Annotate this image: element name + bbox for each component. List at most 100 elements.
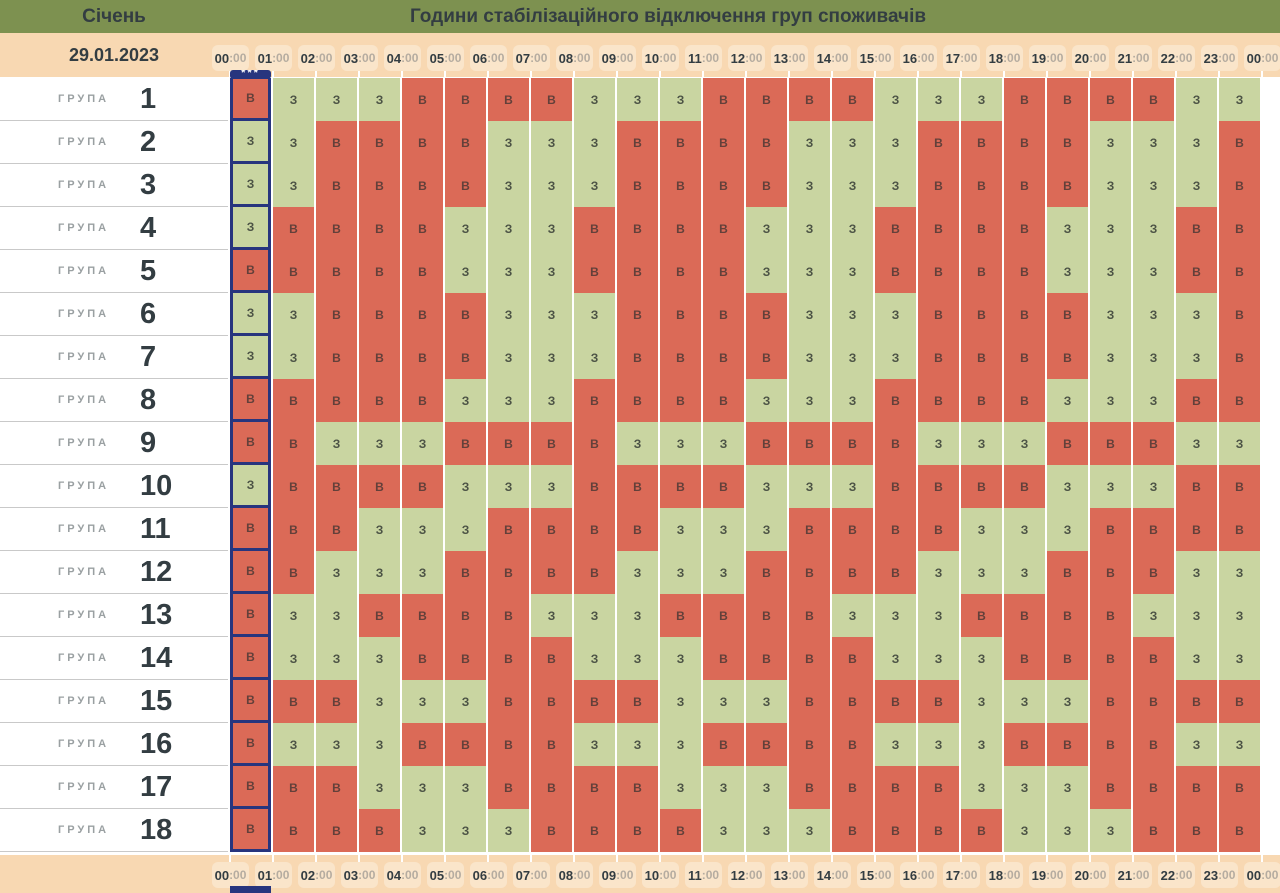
schedule-cell: З — [445, 766, 486, 809]
schedule-cell: В — [918, 379, 959, 422]
schedule-cell: З — [961, 78, 1002, 121]
group-number: 14 — [140, 641, 173, 674]
group-word: ГРУПА — [58, 179, 110, 191]
group-row: ГРУПА 5 — [0, 250, 228, 293]
axis-tick — [487, 855, 489, 864]
schedule-cell: В — [488, 766, 529, 809]
schedule-cell: З — [746, 207, 787, 250]
time-chip-hour: 11 — [687, 50, 702, 66]
schedule-cell: В — [1219, 250, 1260, 293]
schedule-cell: В — [402, 336, 443, 379]
schedule-cell: З — [316, 551, 357, 594]
schedule-cell: В — [1219, 207, 1260, 250]
schedule-cell: В — [531, 766, 572, 809]
group-word: ГРУПА — [58, 824, 110, 836]
schedule-cell: З — [918, 723, 959, 766]
schedule-cell: В — [660, 594, 701, 637]
time-chip: 18:00 — [986, 862, 1023, 888]
schedule-cell: В — [1047, 121, 1088, 164]
schedule-cell: В — [918, 809, 959, 852]
schedule-cell: З — [574, 164, 615, 207]
axis-tick — [315, 855, 317, 864]
schedule-cell: В — [230, 508, 271, 551]
time-chip-minutes: :00 — [960, 51, 978, 65]
time-chip-hour: 07 — [515, 867, 531, 883]
time-chip: 01:00 — [255, 862, 292, 888]
schedule-cell: З — [359, 723, 400, 766]
schedule-cell: З — [402, 551, 443, 594]
time-chip: 02:00 — [298, 45, 335, 71]
time-chip: 05:00 — [427, 45, 464, 71]
time-chip-hour: 20 — [1074, 867, 1090, 883]
schedule-cell: З — [445, 250, 486, 293]
schedule-cell: З — [1133, 379, 1174, 422]
schedule-cell: З — [359, 551, 400, 594]
group-word: ГРУПА — [58, 394, 110, 406]
schedule-cell: В — [1090, 680, 1131, 723]
schedule-cell: В — [1047, 164, 1088, 207]
time-chip: 08:00 — [556, 45, 593, 71]
schedule-cell: З — [316, 78, 357, 121]
schedule-cell: В — [574, 766, 615, 809]
schedule-cell: В — [1004, 78, 1045, 121]
schedule-cell: В — [832, 809, 873, 852]
schedule-cell: З — [875, 121, 916, 164]
schedule-cell: В — [1047, 723, 1088, 766]
schedule-cell: В — [531, 78, 572, 121]
schedule-cell: З — [1047, 680, 1088, 723]
schedule-cell: В — [273, 766, 314, 809]
schedule-cell: В — [230, 379, 271, 422]
schedule-cell: В — [617, 164, 658, 207]
schedule-cell: В — [531, 809, 572, 852]
schedule-cell: В — [789, 78, 830, 121]
schedule-cell: З — [488, 465, 529, 508]
schedule-cell: В — [1047, 293, 1088, 336]
axis-tick — [530, 855, 532, 864]
schedule-cell: В — [1176, 766, 1217, 809]
time-chip: 08:00 — [556, 862, 593, 888]
schedule-cell: В — [918, 336, 959, 379]
schedule-cell: З — [445, 809, 486, 852]
time-chip-minutes: :00 — [745, 51, 763, 65]
schedule-cell: В — [617, 465, 658, 508]
schedule-cell: В — [445, 551, 486, 594]
schedule-cell: В — [316, 164, 357, 207]
time-chip-minutes: :00 — [874, 868, 892, 882]
schedule-cell: В — [230, 723, 271, 766]
schedule-cell: З — [1176, 422, 1217, 465]
time-chip-minutes: :00 — [229, 868, 247, 882]
schedule-cell: В — [1004, 379, 1045, 422]
schedule-cell: В — [617, 207, 658, 250]
schedule-cell: В — [531, 680, 572, 723]
schedule-cell: В — [875, 422, 916, 465]
schedule-cell: В — [445, 78, 486, 121]
schedule-cell: З — [488, 250, 529, 293]
time-chip-minutes: :00 — [1046, 868, 1064, 882]
time-chip-hour: 06 — [472, 50, 488, 66]
time-chip: 18:00 — [986, 45, 1023, 71]
schedule-cell: В — [789, 680, 830, 723]
schedule-cell: З — [961, 680, 1002, 723]
group-row: ГРУПА 2 — [0, 121, 228, 164]
schedule-cell: З — [1176, 121, 1217, 164]
schedule-cell: З — [1176, 78, 1217, 121]
schedule-cell: В — [445, 121, 486, 164]
schedule-cell: В — [488, 637, 529, 680]
schedule-cell: З — [832, 465, 873, 508]
time-chip-hour: 23 — [1203, 867, 1219, 883]
schedule-cell: В — [1004, 121, 1045, 164]
schedule-cell: В — [316, 250, 357, 293]
time-chip-hour: 21 — [1117, 50, 1133, 66]
axis-tick — [1089, 855, 1091, 864]
schedule-cell: В — [789, 422, 830, 465]
group-number: 8 — [140, 383, 157, 416]
time-chip-hour: 08 — [558, 50, 574, 66]
schedule-cell: З — [230, 207, 271, 250]
schedule-cell: З — [703, 766, 744, 809]
schedule-cell: З — [531, 121, 572, 164]
schedule-cell: В — [918, 508, 959, 551]
schedule-cell: В — [1133, 422, 1174, 465]
schedule-cell: З — [875, 164, 916, 207]
schedule-cell: З — [1047, 379, 1088, 422]
